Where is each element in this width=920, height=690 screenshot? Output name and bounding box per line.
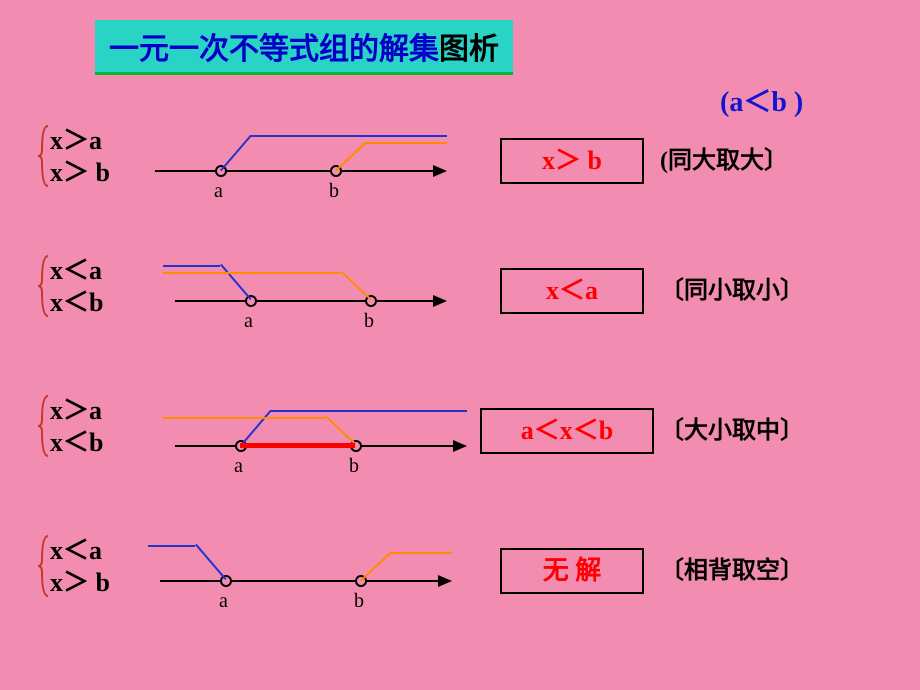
- page-title: 一元一次不等式组的解集图析: [95, 20, 513, 75]
- number-line: ab: [155, 170, 435, 230]
- axis-label-b: b: [349, 455, 359, 478]
- ray: [365, 142, 447, 144]
- mnemonic-3: 〔相背取空〕: [660, 550, 804, 585]
- brace-icon: [36, 124, 50, 188]
- mnemonic-1: 〔同小取小〕: [660, 270, 804, 305]
- ineq-row3-2: x＞ b: [50, 562, 110, 599]
- solution-interval: [240, 443, 355, 448]
- solution-box-1: x＜a: [500, 268, 644, 314]
- number-line: ab: [160, 580, 440, 640]
- axis-label-a: a: [234, 455, 243, 478]
- title-post: 图析: [439, 33, 499, 66]
- brace-icon: [36, 534, 50, 598]
- brace-icon: [36, 394, 50, 458]
- brace-icon: [36, 254, 50, 318]
- ray: [163, 272, 340, 274]
- number-line: ab: [175, 445, 455, 505]
- subtitle-condition: (a＜b ): [720, 80, 803, 120]
- ineq-row0-2: x＞ b: [50, 152, 110, 189]
- ray: [163, 417, 325, 419]
- axis-label-b: b: [364, 310, 374, 333]
- axis-label-b: b: [354, 590, 364, 613]
- mnemonic-2: 〔大小取中〕: [660, 410, 804, 445]
- ray: [250, 135, 447, 137]
- axis-label-a: a: [244, 310, 253, 333]
- mnemonic-0: (同大取大〕: [660, 140, 788, 175]
- axis-label-a: a: [219, 590, 228, 613]
- solution-box-3: 无 解: [500, 548, 644, 594]
- title-main: 一元一次不等式组的解集: [109, 33, 439, 66]
- ray: [270, 410, 467, 412]
- ray: [390, 552, 452, 554]
- ray: [148, 545, 195, 547]
- solution-box-0: x＞ b: [500, 138, 644, 184]
- ray: [163, 265, 220, 267]
- ineq-row1-2: x＜b: [50, 282, 103, 319]
- number-line: ab: [175, 300, 435, 360]
- axis-label-a: a: [214, 180, 223, 203]
- ineq-row2-2: x＜b: [50, 422, 103, 459]
- solution-box-2: a＜x＜b: [480, 408, 654, 454]
- axis-label-b: b: [329, 180, 339, 203]
